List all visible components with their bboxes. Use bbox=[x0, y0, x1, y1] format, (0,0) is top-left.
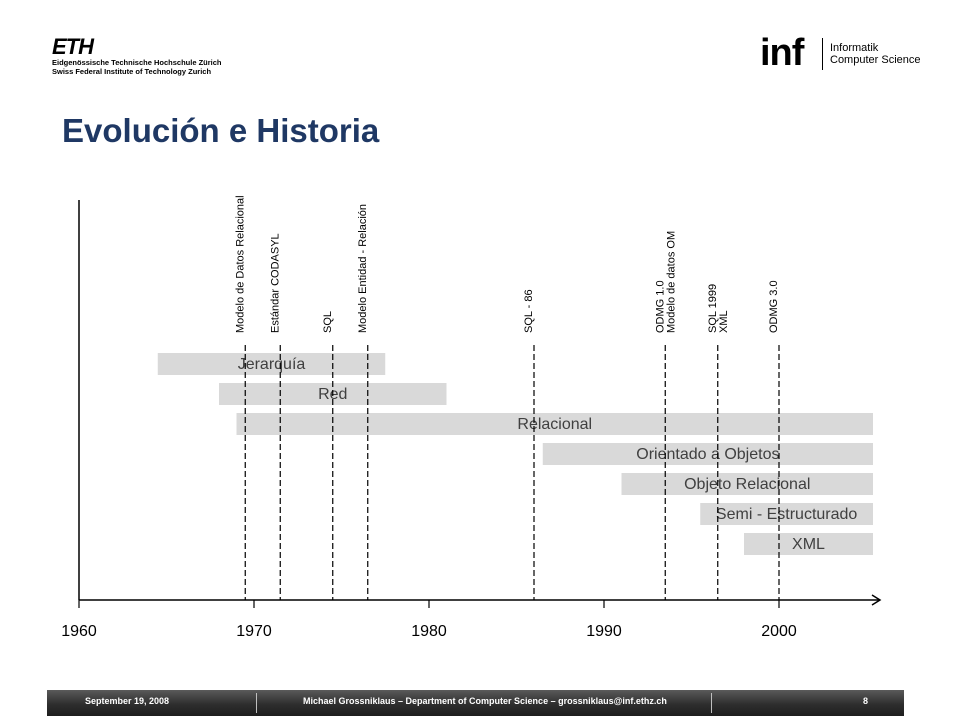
era-bar bbox=[236, 413, 873, 435]
x-axis-tick-label: 1960 bbox=[61, 623, 97, 640]
page-title: Evolución e Historia bbox=[62, 112, 380, 149]
inf-logo-line2: Computer Science bbox=[830, 54, 921, 66]
era-bar-label: Jerarquía bbox=[238, 356, 306, 373]
era-bar bbox=[621, 473, 873, 495]
era-bar-label: XML bbox=[792, 536, 825, 553]
eth-logo-line1: Eidgenössische Technische Hochschule Zür… bbox=[52, 58, 222, 67]
event-label: Modelo de Datos Relacional bbox=[234, 195, 246, 333]
eth-logo-line2: Swiss Federal Institute of Technology Zu… bbox=[52, 67, 212, 76]
footer-separator bbox=[256, 693, 257, 713]
inf-logo-mark: inf bbox=[760, 32, 804, 74]
era-bar bbox=[700, 503, 873, 525]
eth-logo-mark: ETH bbox=[52, 34, 94, 59]
event-label: Estándar CODASYL bbox=[269, 233, 281, 333]
footer-bar: September 19, 2008 Michael Grossniklaus … bbox=[47, 690, 904, 716]
footer-page-number: 8 bbox=[863, 696, 869, 706]
inf-logo: inf Informatik Computer Science bbox=[760, 34, 930, 74]
event-label: XML bbox=[718, 310, 730, 333]
era-bar-label: Objeto Relacional bbox=[684, 476, 810, 493]
inf-logo-separator bbox=[822, 38, 823, 70]
event-label: Modelo Entidad - Relación bbox=[357, 204, 369, 333]
footer-separator bbox=[711, 693, 712, 713]
x-axis-tick-label: 1980 bbox=[411, 623, 447, 640]
event-label: Modelo de datos OM bbox=[665, 231, 677, 333]
era-bar bbox=[744, 533, 873, 555]
era-bar-label: Orientado a Objetos bbox=[636, 446, 779, 463]
x-axis-tick-label: 2000 bbox=[761, 623, 797, 640]
era-bar-label: Relacional bbox=[517, 416, 592, 433]
eth-logo: ETH Eidgenössische Technische Hochschule… bbox=[52, 36, 252, 84]
x-axis-tick-label: 1970 bbox=[236, 623, 272, 640]
era-bar bbox=[542, 443, 873, 465]
era-bar bbox=[157, 353, 386, 375]
footer-author: Michael Grossniklaus – Department of Com… bbox=[303, 696, 667, 706]
event-label: SQL bbox=[322, 311, 334, 333]
era-bar-label: Semi - Estructurado bbox=[716, 506, 857, 523]
footer-date: September 19, 2008 bbox=[85, 696, 170, 706]
event-label: SQL - 86 bbox=[523, 289, 535, 333]
x-axis-arrow-icon bbox=[871, 594, 882, 606]
event-label: ODMG 3.0 bbox=[768, 280, 780, 333]
inf-logo-line1: Informatik bbox=[830, 42, 879, 54]
event-label: ODMG 1.0 bbox=[654, 280, 666, 333]
x-axis-tick-label: 1990 bbox=[586, 623, 622, 640]
event-label: SQL 1999 bbox=[707, 284, 719, 333]
